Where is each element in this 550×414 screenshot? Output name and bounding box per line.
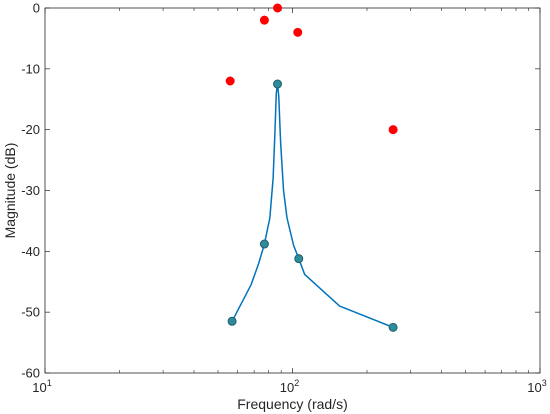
target-marker <box>273 3 283 13</box>
series-layer <box>225 3 398 332</box>
minor-ticks <box>119 8 529 373</box>
response-marker <box>259 239 269 249</box>
y-tick-label: -40 <box>21 244 40 259</box>
target-marker <box>388 125 398 135</box>
response-marker <box>388 322 398 332</box>
x-tick-label: 101 <box>32 378 51 395</box>
response-marker <box>273 79 283 89</box>
x-tick-label-exponent: 3 <box>542 378 547 388</box>
x-tick-label-base: 10 <box>280 380 294 395</box>
y-tick-label: 0 <box>33 1 40 16</box>
y-tick-label: -10 <box>21 61 40 76</box>
major-ticks <box>44 7 541 374</box>
x-tick-label: 102 <box>280 378 299 395</box>
x-tick-label-base: 10 <box>527 380 541 395</box>
response-marker <box>227 316 237 326</box>
target-marker <box>293 27 303 37</box>
x-tick-labels: 101 102 103 <box>32 378 546 395</box>
y-axis-title: Magnitude (dB) <box>2 143 18 239</box>
target-marker <box>225 76 235 86</box>
plot-area <box>44 7 541 374</box>
x-tick-label-exponent: 2 <box>294 378 299 388</box>
x-tick-label-base: 10 <box>32 380 46 395</box>
x-axis-title: Frequency (rad/s) <box>237 396 347 412</box>
response-marker <box>294 254 304 264</box>
y-tick-label: -50 <box>21 305 40 320</box>
y-tick-labels: 0 -10 -20 -30 -40 -50 -60 <box>21 1 40 381</box>
y-tick-label: -30 <box>21 183 40 198</box>
y-tick-label: -60 <box>21 366 40 381</box>
x-tick-label: 103 <box>527 378 546 395</box>
y-tick-label: -20 <box>21 122 40 137</box>
x-tick-label-exponent: 1 <box>47 378 52 388</box>
target-marker <box>259 15 269 25</box>
